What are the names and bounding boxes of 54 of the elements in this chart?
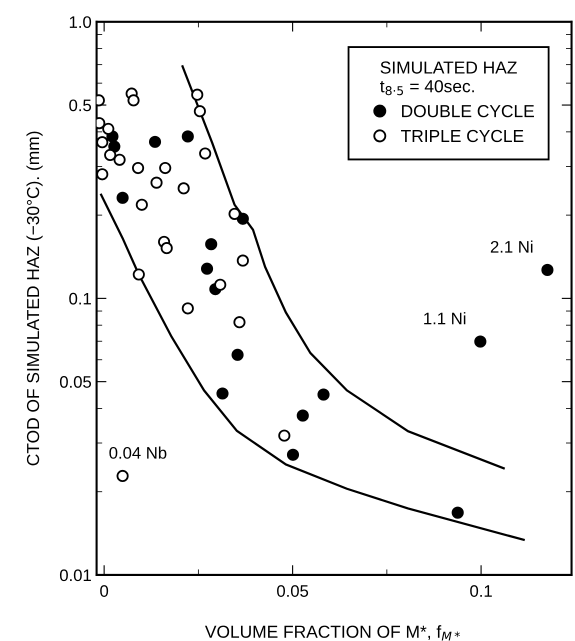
point xyxy=(132,162,144,174)
point xyxy=(108,140,120,153)
legend-title: SIMULATED HAZ t$_{8·5}$ = 40sec. xyxy=(380,61,517,96)
point xyxy=(178,182,190,194)
point xyxy=(116,192,129,204)
point xyxy=(102,122,114,135)
point xyxy=(116,470,129,482)
point xyxy=(96,168,108,180)
point xyxy=(104,148,116,162)
point xyxy=(452,506,464,519)
x-tick-label: 0.1 xyxy=(470,585,492,597)
y-tick-label: 0.5 xyxy=(69,99,92,112)
y-tick-label: 1.0 xyxy=(70,16,92,28)
point xyxy=(278,430,290,442)
point xyxy=(216,387,229,400)
point xyxy=(296,410,309,422)
legend-label: DOUBLE CYCLE xyxy=(402,104,534,118)
point xyxy=(136,198,148,211)
point xyxy=(317,388,330,401)
point xyxy=(286,448,300,461)
point xyxy=(236,254,249,267)
point xyxy=(114,154,126,166)
point xyxy=(474,336,486,348)
annotation: 0.04 Nb xyxy=(109,446,166,459)
x-axis-title: VOLUME FRACTION OF M*, f$_{M*}$ xyxy=(204,625,460,641)
y-tick-label: 0.01 xyxy=(60,569,91,582)
annotation: 1.1 Ni xyxy=(424,312,466,324)
point xyxy=(127,94,140,106)
point xyxy=(150,176,163,189)
y-tick-label: 0.1 xyxy=(69,292,91,305)
point xyxy=(160,242,173,254)
point xyxy=(228,208,241,220)
point xyxy=(200,262,214,275)
point xyxy=(182,302,194,314)
point xyxy=(205,238,218,250)
y-axis-title: CTOD OF SIMULATED HAZ (−30°C). (mm) xyxy=(26,132,43,466)
point xyxy=(96,136,108,148)
point xyxy=(233,316,246,328)
point xyxy=(194,105,206,118)
point xyxy=(541,264,554,276)
y-tick-label: 0.05 xyxy=(60,376,92,388)
point xyxy=(191,88,204,101)
point xyxy=(182,130,194,143)
annotation: 2.1 Ni xyxy=(490,240,532,253)
x-tick-label: 0.05 xyxy=(277,585,308,597)
point xyxy=(236,212,249,225)
point xyxy=(214,278,226,291)
point xyxy=(148,136,162,148)
point xyxy=(159,162,172,174)
point xyxy=(132,268,145,281)
point xyxy=(199,147,212,160)
x-tick-label: 0 xyxy=(100,585,108,597)
point xyxy=(232,348,244,361)
legend-label: TRIPLE CYCLE xyxy=(401,130,524,142)
